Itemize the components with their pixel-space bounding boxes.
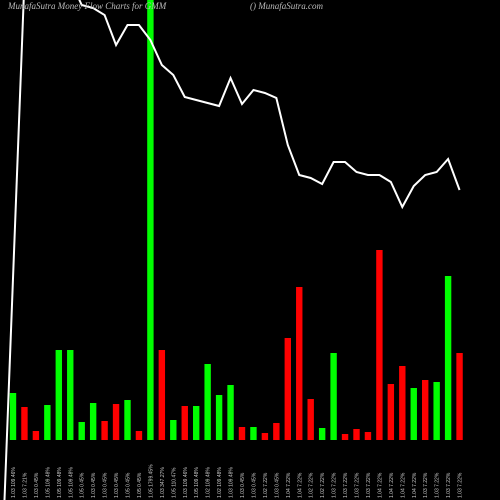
bar <box>318 428 326 440</box>
x-tick-label: 1.02 109.48% <box>206 467 212 498</box>
x-tick-label: 1.02 109.48% <box>217 467 223 498</box>
x-tick-label: 1.03 7.22% <box>366 472 372 498</box>
bar <box>238 427 246 440</box>
bar <box>284 338 291 440</box>
x-tick-label: 1.02 7.22% <box>263 472 269 498</box>
x-tick-label: 1.05 109.48% <box>45 467 51 498</box>
bar <box>101 421 108 440</box>
chart-subtitle: () MunafaSutra.com <box>250 1 323 11</box>
bar <box>112 404 120 440</box>
bar <box>422 380 429 440</box>
bar <box>135 431 143 440</box>
x-tick-label: 1.03 109.48% <box>229 467 235 498</box>
bar <box>21 407 28 440</box>
bar <box>89 403 97 440</box>
bar <box>364 432 372 440</box>
bar <box>32 431 40 440</box>
x-tick-label: 1.03 0.45% <box>34 472 40 498</box>
x-tick-label: 1.04 7.22% <box>389 472 395 498</box>
bar <box>227 385 234 440</box>
x-tick-label: 1.04 7.22% <box>286 472 292 498</box>
bar <box>170 420 177 440</box>
bar <box>193 406 200 440</box>
x-tick-label: 1.03 0.45% <box>251 472 257 498</box>
bar <box>9 393 17 440</box>
bar <box>444 276 452 440</box>
x-tick-label: 1.03 7.22% <box>435 472 441 498</box>
x-tick-label: 1.03 347.27% <box>160 467 166 498</box>
bar <box>181 406 188 440</box>
x-tick-label: 1.05 109.48% <box>57 467 63 498</box>
bar <box>55 350 62 440</box>
chart-title: MunafaSutra Money Flow Charts for GMM <box>7 1 167 11</box>
bar <box>44 405 51 440</box>
bar <box>124 400 131 440</box>
x-tick-label: 1.03 7.22% <box>458 472 464 498</box>
x-tick-label: 1.03 7.22% <box>343 472 349 498</box>
x-tick-label: 1.04 7.22% <box>400 472 406 498</box>
bar <box>273 423 280 440</box>
bar <box>78 422 85 440</box>
bar <box>215 395 223 440</box>
x-tick-label: 1.03 7.22% <box>446 472 452 498</box>
bar <box>204 364 211 440</box>
bar <box>330 353 337 440</box>
x-tick-label: 1.03 0.45% <box>114 472 120 498</box>
x-tick-label: 1.03 109.46% <box>183 467 189 498</box>
bar <box>376 250 383 440</box>
bar <box>410 388 417 440</box>
x-tick-label: 1.03 7.22% <box>332 472 338 498</box>
x-tick-label: 1.03 7.22% <box>355 472 361 498</box>
x-tick-label: 1.03 7.22% <box>423 472 429 498</box>
x-tick-label: 1.05 0.45% <box>80 472 86 498</box>
x-tick-label: 1.02 7.22% <box>309 472 315 498</box>
x-tick-label: 1.03 0.45% <box>103 472 109 498</box>
bar <box>433 382 440 440</box>
x-tick-label: 1.03 0.45% <box>240 472 246 498</box>
x-tick-label: 1.02 7.22% <box>320 472 326 498</box>
price-line <box>3 0 461 500</box>
x-tick-label: 1.03 109.46% <box>11 467 17 498</box>
bar <box>147 0 154 440</box>
x-tick-label: 1.05 0.45% <box>126 472 132 498</box>
x-tick-label: 1.05 109.48% <box>68 467 74 498</box>
bar <box>341 434 349 440</box>
bar <box>261 433 269 440</box>
x-tick-label: 1.04 7.22% <box>377 472 383 498</box>
x-tick-label: 1.03 0.45% <box>91 472 97 498</box>
x-tick-label: 1.05 110.47% <box>171 467 177 498</box>
bar <box>399 366 406 440</box>
x-tick-label: 1.03 7.21% <box>22 472 28 498</box>
x-tick-label: 1.04 7.22% <box>297 472 303 498</box>
x-tick-label: 1.03 0.45% <box>274 472 280 498</box>
bar <box>296 287 303 440</box>
bar <box>250 427 257 440</box>
bar <box>353 429 360 440</box>
bar <box>307 399 314 440</box>
x-tick-label: 1.05 0.45% <box>137 472 143 498</box>
x-tick-label: 1.04 7.22% <box>412 472 418 498</box>
bar <box>456 353 463 440</box>
x-tick-label: 1.05 1799.45% <box>148 464 154 498</box>
x-tick-label: 1.05 109.48% <box>194 467 200 498</box>
bar <box>158 350 166 440</box>
bar <box>387 384 395 440</box>
bar <box>67 350 74 440</box>
